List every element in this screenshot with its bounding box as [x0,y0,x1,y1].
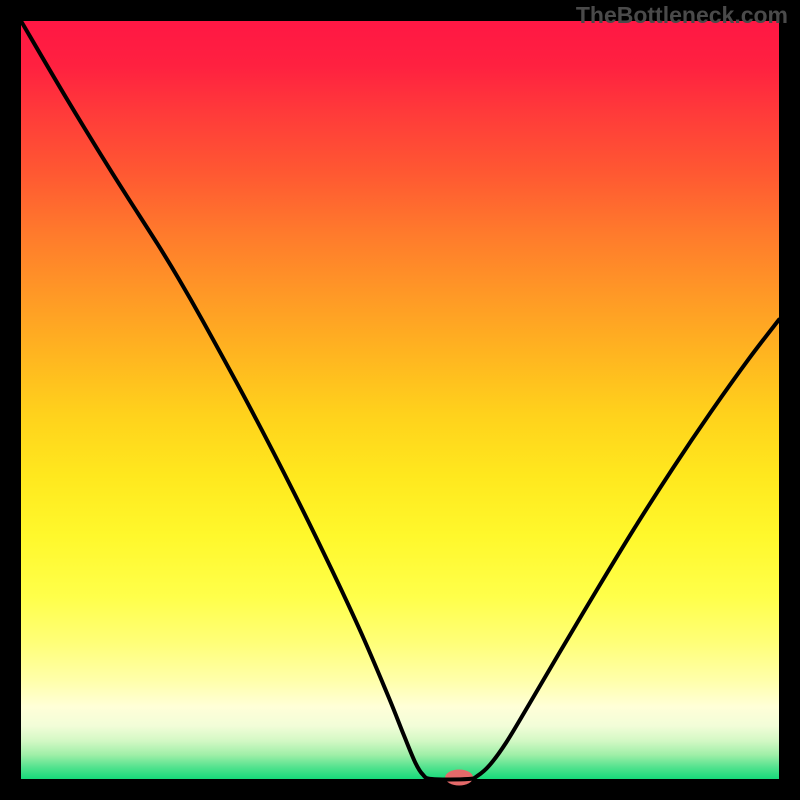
plot-background [21,21,779,779]
bottleneck-chart: TheBottleneck.com [0,0,800,800]
chart-svg [0,0,800,800]
watermark-label: TheBottleneck.com [576,2,788,29]
